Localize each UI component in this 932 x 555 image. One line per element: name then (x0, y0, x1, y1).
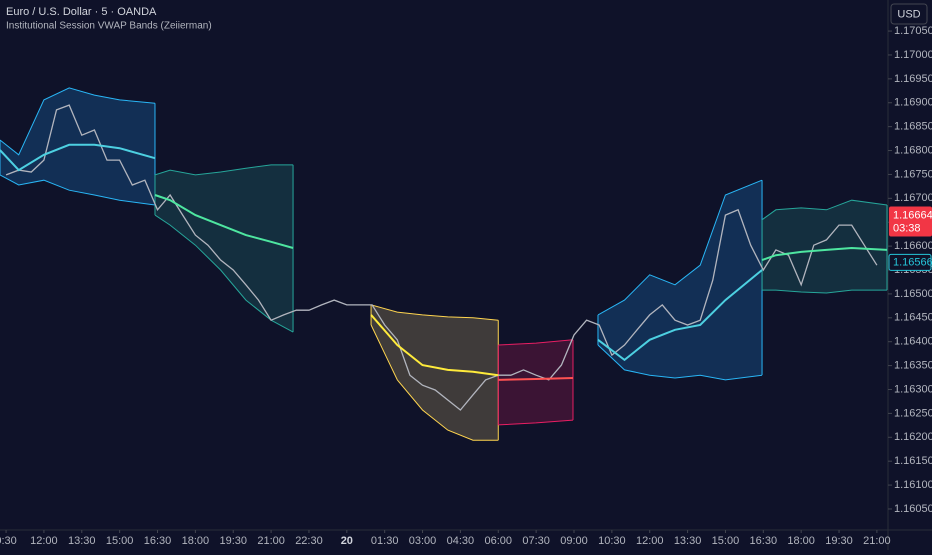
band-upper (370, 304, 499, 321)
last-price-box (889, 206, 932, 237)
x-tick-label: 19:30 (219, 535, 247, 547)
x-tick-label: 21:00 (257, 535, 285, 547)
last-price-label: 1.16664 (893, 209, 932, 221)
vwap-price-label: 1.16566 (893, 256, 932, 268)
x-tick-label: 18:00 (787, 535, 815, 547)
vwap-price-box (888, 253, 932, 271)
x-tick-label: 03:00 (409, 535, 437, 547)
x-tick-label: 15:00 (106, 535, 134, 547)
band-fill (154, 164, 294, 333)
y-tick-label: 1.16450 (894, 312, 932, 324)
band-fill (371, 304, 499, 441)
y-tick-label: 1.16100 (894, 479, 932, 491)
y-tick-label: 1.16400 (894, 336, 932, 348)
x-tick-label: 15:00 (712, 535, 740, 547)
x-tick-label: 18:00 (182, 535, 210, 547)
x-tick-label: 21:00 (863, 535, 891, 547)
vwap-line (597, 269, 763, 362)
y-tick-label: 1.16950 (894, 73, 932, 85)
y-tick-label: 1.16250 (894, 407, 932, 419)
plot-area (0, 87, 888, 441)
y-tick-label: 1.16150 (894, 455, 932, 467)
band-upper (597, 179, 763, 316)
x-tick-label: 01:30 (371, 535, 399, 547)
x-tick-label: 13:30 (68, 535, 96, 547)
y-tick-label: 1.16850 (894, 121, 932, 133)
x-tick-label: 09:00 (560, 535, 588, 547)
y-tick-label: 1.16700 (894, 192, 932, 204)
x-tick-label: 12:00 (636, 535, 664, 547)
vwap-line (154, 194, 294, 249)
y-tick-label: 1.17050 (894, 25, 932, 37)
indicator-name: Institutional Session VWAP Bands (Zeiier… (6, 21, 212, 32)
band-fill (762, 200, 887, 293)
x-tick-label: 16:30 (144, 535, 172, 547)
y-tick-label: 1.16300 (894, 383, 932, 395)
band-lower (597, 344, 763, 381)
band-lower (498, 419, 574, 426)
y-tick-label: 1.16600 (894, 240, 932, 252)
x-tick-label: 13:30 (674, 535, 702, 547)
y-tick-label: 1.17000 (894, 49, 932, 61)
price-line (5, 104, 878, 411)
x-tick-label: 04:30 (447, 535, 475, 547)
band-fill (498, 339, 573, 425)
x-tick-label: 22:30 (295, 535, 323, 547)
band-fill (0, 87, 155, 206)
band-lower (0, 174, 156, 206)
x-tick-label: 0:30 (0, 535, 17, 547)
x-tick-label: 06:00 (485, 535, 513, 547)
band-fill (597, 180, 763, 380)
y-tick-label: 1.16200 (894, 431, 932, 443)
band-upper (498, 339, 574, 346)
currency-label[interactable]: USD (897, 8, 920, 20)
x-tick-label: 19:30 (825, 535, 853, 547)
band-upper (0, 87, 156, 156)
y-tick-label: 1.16800 (894, 144, 932, 156)
y-tick-label: 1.16500 (894, 288, 932, 300)
y-tick-label: 1.16750 (894, 168, 932, 180)
band-lower (370, 324, 499, 441)
band-lower (762, 289, 887, 294)
x-tick-label: 20 (341, 535, 353, 547)
y-tick-label: 1.16350 (894, 360, 932, 372)
x-tick-label: 10:30 (598, 535, 626, 547)
y-tick-label: 1.16050 (894, 503, 932, 515)
x-tick-label: 16:30 (750, 535, 778, 547)
vwap-line (0, 143, 156, 172)
y-tick-label: 1.16900 (894, 97, 932, 109)
vwap-line (498, 377, 574, 381)
vwap-line (370, 314, 499, 377)
band-upper (761, 199, 888, 221)
countdown-label: 03:38 (893, 222, 921, 234)
x-tick-label: 12:00 (30, 535, 58, 547)
band-upper (154, 164, 294, 176)
x-tick-label: 07:30 (522, 535, 550, 547)
vwap-line (761, 246, 888, 261)
currency-button[interactable] (890, 3, 928, 25)
chart-title: Euro / U.S. Dollar · 5 · OANDA (6, 6, 157, 18)
